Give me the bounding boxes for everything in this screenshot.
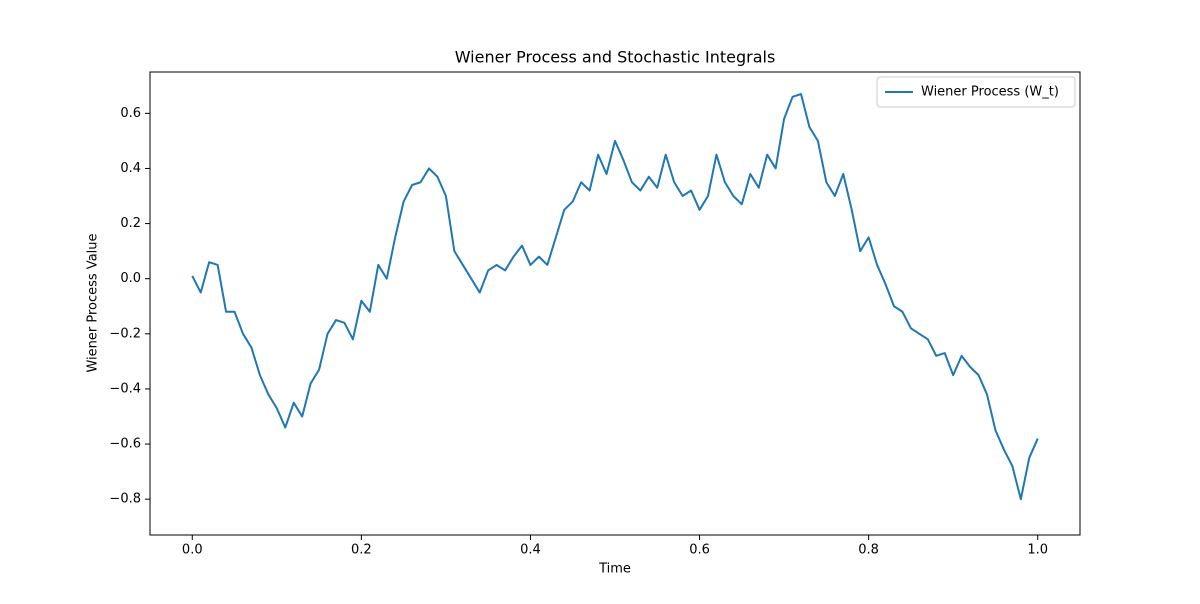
- legend-label: Wiener Process (W_t): [921, 85, 1059, 100]
- y-tick-label: −0.4: [109, 381, 141, 396]
- x-tick-label: 0.8: [858, 543, 879, 558]
- data-line: [191, 93, 1039, 501]
- y-tick-label: −0.2: [109, 326, 141, 341]
- legend-box: [876, 76, 1076, 108]
- y-tick-label: −0.6: [109, 437, 141, 452]
- x-tick-label: 0.2: [351, 543, 372, 558]
- y-tick-label: −0.8: [109, 492, 141, 507]
- chart-title: Wiener Process and Stochastic Integrals: [455, 48, 776, 67]
- plot-frame: [149, 71, 1081, 536]
- y-tick-label: 0.0: [120, 271, 141, 286]
- y-tick-label: 0.4: [120, 161, 141, 176]
- x-tick-label: 0.6: [689, 543, 710, 558]
- y-tick-label: 0.6: [120, 106, 141, 121]
- x-axis-label: Time: [598, 562, 631, 577]
- x-tick-label: 0.0: [182, 543, 203, 558]
- y-tick-label: 0.2: [120, 216, 141, 231]
- x-tick-label: 0.4: [520, 543, 541, 558]
- x-tick-label: 1.0: [1027, 543, 1048, 558]
- y-axis-label: Wiener Process Value: [86, 233, 101, 372]
